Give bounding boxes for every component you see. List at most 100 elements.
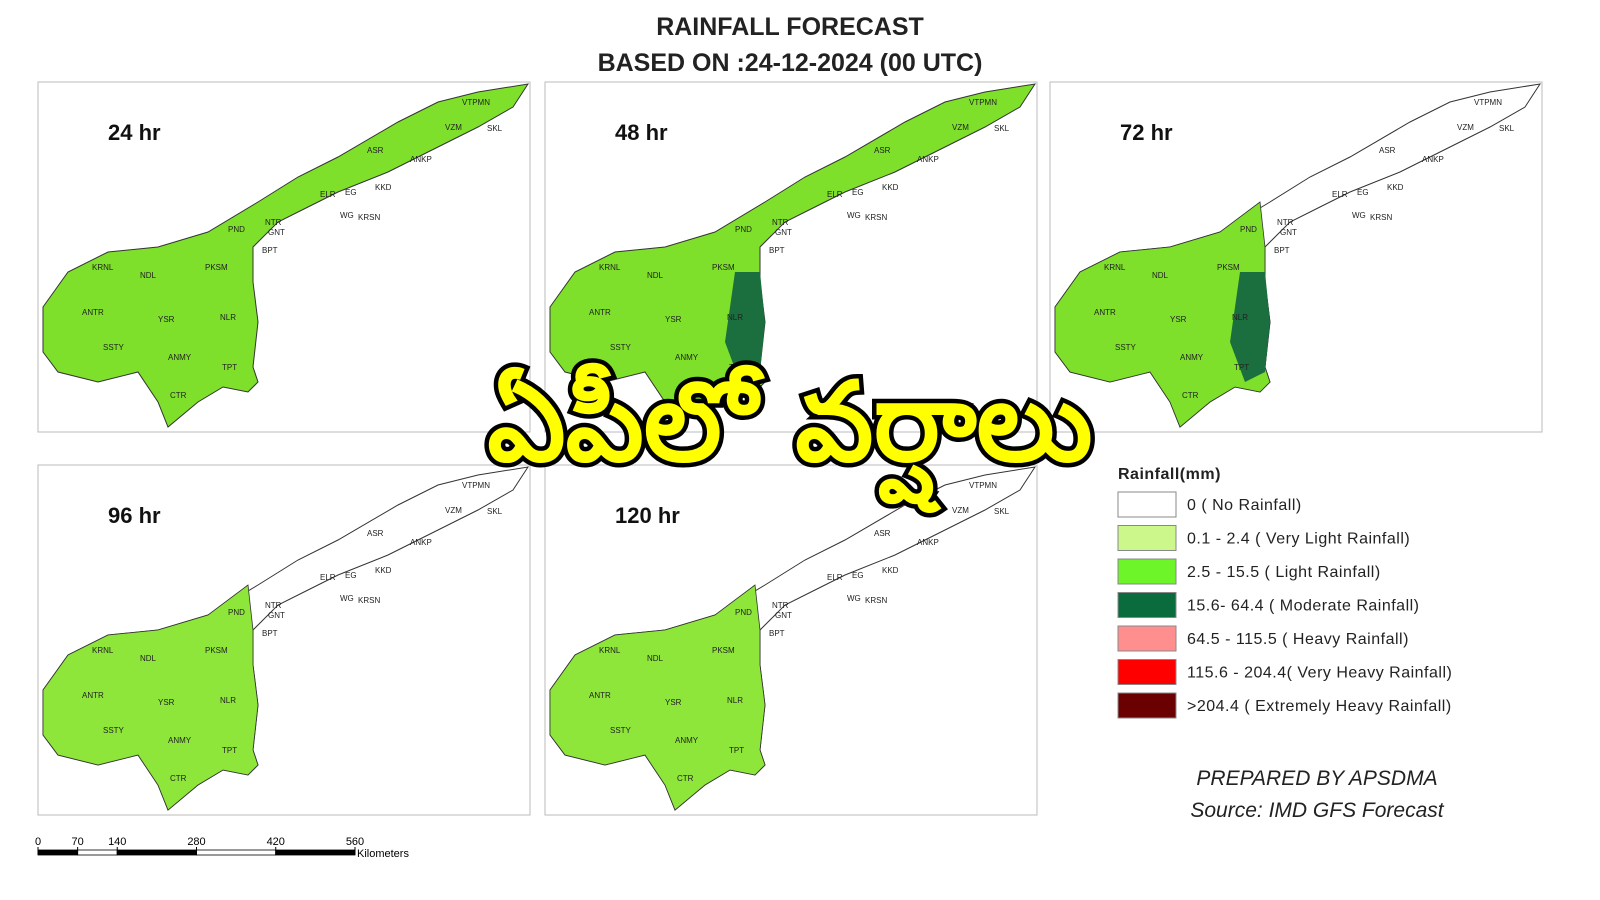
district-label: ANMY [168,353,192,362]
panel-label: 48 hr [615,120,668,145]
district-label: ASR [1379,146,1396,155]
legend-swatch [1117,625,1177,652]
district-label: GNT [268,228,285,237]
district-label: WG [340,211,354,220]
district-label: NDL [140,654,157,663]
district-label: KKD [882,183,899,192]
district-label: NDL [140,271,157,280]
district-label: YSR [665,315,682,324]
district-label: GNT [775,611,792,620]
credit-prepared: PREPARED BY APSDMA [1196,767,1437,790]
district-label: ANMY [675,353,699,362]
district-label: PND [735,225,752,234]
district-label: VTPMN [1474,98,1502,107]
district-label: ANTR [82,691,104,700]
district-label: YSR [1170,315,1187,324]
state-shape [42,83,530,428]
district-label: KRSN [865,213,887,222]
district-label: KRNL [599,263,621,272]
district-label: CTR [170,774,187,783]
district-label: EG [345,571,357,580]
district-label: VTPMN [969,481,997,490]
district-label: NLR [727,313,743,322]
state-shape [549,83,1037,428]
legend-swatch [1117,525,1177,551]
district-label: ANMY [1180,353,1204,362]
district-label: VTPMN [969,98,997,107]
scale-unit: Kilometers [357,848,409,860]
district-label: SSTY [103,726,125,735]
district-label: KRNL [1104,263,1126,272]
district-label: ELR [827,190,843,199]
district-label: PND [1240,225,1257,234]
district-label: KKD [375,183,392,192]
district-label: SSTY [610,726,632,735]
district-label: KKD [1387,183,1404,192]
scale-label: 70 [72,836,84,848]
district-label: NTR [265,601,282,610]
district-label: KRSN [865,596,887,605]
district-label: YSR [665,698,682,707]
district-label: ANKP [410,538,432,547]
district-label: ANTR [1094,308,1116,317]
district-label: ELR [1332,190,1348,199]
district-label: ANMY [675,736,699,745]
district-label: KRNL [92,263,114,272]
title: RAINFALL FORECAST [656,13,924,41]
district-label: ANTR [589,308,611,317]
legend-title: Rainfall(mm) [1118,466,1221,483]
district-label: PKSM [712,646,735,655]
district-label: WG [1352,211,1366,220]
district-label: PKSM [1217,263,1240,272]
district-label: SKL [487,507,503,516]
legend-label: 2.5 - 15.5 ( Light Rainfall) [1187,564,1381,581]
legend-swatch [1117,692,1177,719]
district-label: ASR [874,146,891,155]
district-label: YSR [158,315,175,324]
district-label: ASR [874,529,891,538]
district-label: PND [735,608,752,617]
district-label: NTR [772,601,789,610]
district-label: SSTY [103,343,125,352]
legend-label: 0 ( No Rainfall) [1187,497,1302,514]
scale-segment [77,849,118,856]
rain-area-moderate [725,272,765,382]
district-label: SKL [1499,124,1515,133]
rain-area [42,584,259,811]
district-label: PKSM [712,263,735,272]
district-label: NLR [1232,313,1248,322]
district-label: EG [345,188,357,197]
district-label: VTPMN [462,98,490,107]
district-label: KKD [375,566,392,575]
district-label: EG [1357,188,1369,197]
district-label: BPT [769,629,785,638]
district-label: WG [340,594,354,603]
scale-segment [275,849,356,856]
scale-label: 420 [267,836,285,848]
district-label: KRNL [599,646,621,655]
district-label: ASR [367,529,384,538]
district-label: GNT [775,228,792,237]
district-label: SKL [994,124,1010,133]
panel-label: 120 hr [615,503,680,528]
district-label: VZM [1457,123,1474,132]
district-label: TPT [222,746,237,755]
district-label: PKSM [205,263,228,272]
credit-source: Source: IMD GFS Forecast [1190,799,1444,822]
legend-swatch [1117,659,1177,685]
district-label: VZM [445,506,462,515]
scale-segment [196,849,277,856]
legend-swatch [1117,558,1177,585]
legend-label: >204.4 ( Extremely Heavy Rainfall) [1187,698,1452,715]
subtitle: BASED ON :24-12-2024 (00 UTC) [598,49,983,77]
panel-label: 72 hr [1120,120,1173,145]
district-label: ELR [320,573,336,582]
panel-label: 24 hr [108,120,161,145]
scale-label: 280 [187,836,205,848]
district-label: EG [852,571,864,580]
district-label: NLR [220,696,236,705]
legend-swatch [1117,491,1177,518]
district-label: ANKP [410,155,432,164]
district-label: ANMY [168,736,192,745]
